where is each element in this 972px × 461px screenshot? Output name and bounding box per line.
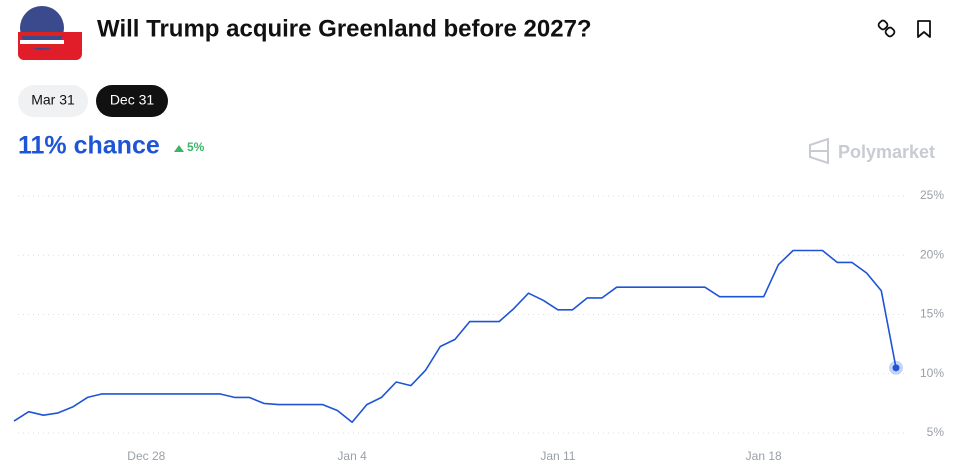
x-tick-label: Jan 11 xyxy=(540,449,575,461)
date-tab[interactable]: Mar 31 xyxy=(18,85,88,117)
bookmark-button[interactable] xyxy=(917,20,931,38)
chance-label: 11% chance xyxy=(18,132,160,160)
watermark: Polymarket xyxy=(809,137,935,165)
end-dot xyxy=(892,364,900,372)
x-tick-label: Jan 18 xyxy=(746,449,782,461)
tab-label[interactable]: Dec 31 xyxy=(110,92,155,108)
y-tick-label: 15% xyxy=(920,307,944,321)
y-tick-label: 10% xyxy=(920,366,944,380)
tab-label[interactable]: Mar 31 xyxy=(31,92,75,108)
price-line xyxy=(13,249,897,424)
x-tick-label: Jan 4 xyxy=(337,449,367,461)
copy-link-button[interactable] xyxy=(877,19,896,38)
market-icon xyxy=(18,4,82,60)
date-tab-active[interactable]: Dec 31 xyxy=(96,85,168,117)
y-tick-label: 20% xyxy=(920,247,944,261)
plot: 5% 10% 15% 20% 25% Dec 28 Jan 4 Jan 11 Jan 18 xyxy=(13,188,945,461)
market-title: Will Trump acquire Greenland before 2027… xyxy=(97,15,592,42)
change-label: 5% xyxy=(187,140,205,154)
y-tick-label: 25% xyxy=(920,188,944,202)
x-tick-label: Dec 28 xyxy=(127,449,165,461)
watermark-text: Polymarket xyxy=(838,142,935,162)
up-arrow xyxy=(174,145,184,152)
y-tick-label: 5% xyxy=(927,425,945,439)
